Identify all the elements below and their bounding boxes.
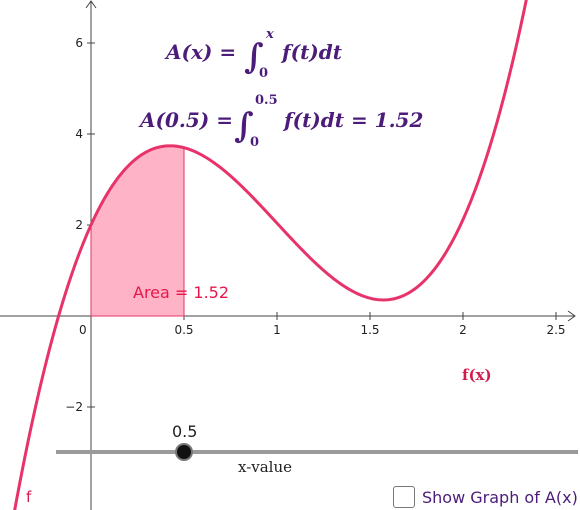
y-tick-label: 6 xyxy=(75,36,83,50)
axis-ticks: 0.5 1 1.5 2 2.5 0 −2 2 4 6 xyxy=(65,36,565,414)
formula-2-rhs: f(t)dt = 1.52 xyxy=(282,108,423,132)
show-graph-checkbox-control[interactable]: Show Graph of A(x) xyxy=(393,484,578,510)
show-graph-checkbox[interactable] xyxy=(393,486,415,508)
curve-label: f(x) xyxy=(462,366,492,384)
x-axis-arrow-icon xyxy=(567,310,576,322)
formula-line-2: A(0.5) = ∫ 0.5 0 f(t)dt = 1.52 xyxy=(138,93,423,150)
y-tick-label: 2 xyxy=(75,218,83,232)
x-tick-label: 0.5 xyxy=(174,323,193,337)
formula-1-upper: x xyxy=(265,27,274,42)
x-tick-label: 2.5 xyxy=(546,323,565,337)
formula-1-integral-icon: ∫ xyxy=(244,37,264,77)
x-tick-label: 1.5 xyxy=(360,323,379,337)
formula-2-lhs: A(0.5) = xyxy=(138,108,233,132)
origin-label: 0 xyxy=(79,323,87,337)
y-axis-arrow-icon xyxy=(85,0,97,9)
x-value-slider[interactable]: 0.5 x-value xyxy=(56,422,578,476)
formula-1-lhs: A(x) = xyxy=(164,40,236,64)
function-name-label: f xyxy=(26,488,32,506)
formula-1-rhs: f(t)dt xyxy=(280,40,343,64)
area-label: Area = 1.52 xyxy=(133,283,229,302)
x-tick-label: 2 xyxy=(459,323,467,337)
show-graph-checkbox-label[interactable]: Show Graph of A(x) xyxy=(422,487,578,507)
slider-caption: x-value xyxy=(238,458,292,476)
y-tick-label: 4 xyxy=(75,127,83,141)
formula-2-lower: 0 xyxy=(250,135,259,150)
y-tick-label: −2 xyxy=(65,400,83,414)
formula-1-lower: 0 xyxy=(259,66,268,81)
slider-value: 0.5 xyxy=(172,422,197,441)
slider-knob[interactable] xyxy=(175,443,193,461)
formula-2-upper: 0.5 xyxy=(255,93,278,108)
function-curve[interactable] xyxy=(7,0,580,510)
formula-2-integral-icon: ∫ xyxy=(234,106,254,146)
formula-line-1: A(x) = ∫ x 0 f(t)dt xyxy=(164,27,343,81)
x-tick-label: 1 xyxy=(273,323,281,337)
